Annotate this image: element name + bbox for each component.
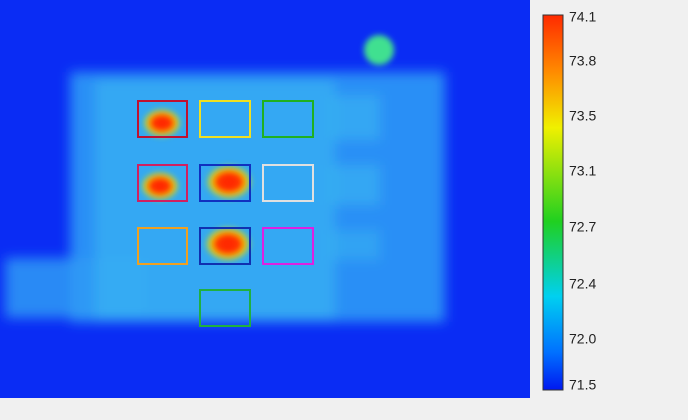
- colorbar-label: 72.0: [569, 331, 596, 347]
- colorbar-label: 72.4: [569, 276, 596, 292]
- hot-spots: [140, 108, 253, 262]
- colorbar-label: 73.8: [569, 53, 596, 69]
- colorbar-label: 73.5: [569, 108, 596, 124]
- dome: [364, 35, 394, 65]
- colorbar: [542, 14, 564, 391]
- colorbar-label: 74.1: [569, 9, 596, 25]
- colorbar-label: 72.7: [569, 219, 596, 235]
- colorbar-label: 73.1: [569, 163, 596, 179]
- roi-boxes: [137, 100, 314, 327]
- colorbar-label: 71.5: [569, 377, 596, 393]
- building-glow: [5, 72, 445, 322]
- colorbar-labels: 74.1 73.8 73.5 73.1 72.7 72.4 72.0 71.5: [569, 9, 596, 393]
